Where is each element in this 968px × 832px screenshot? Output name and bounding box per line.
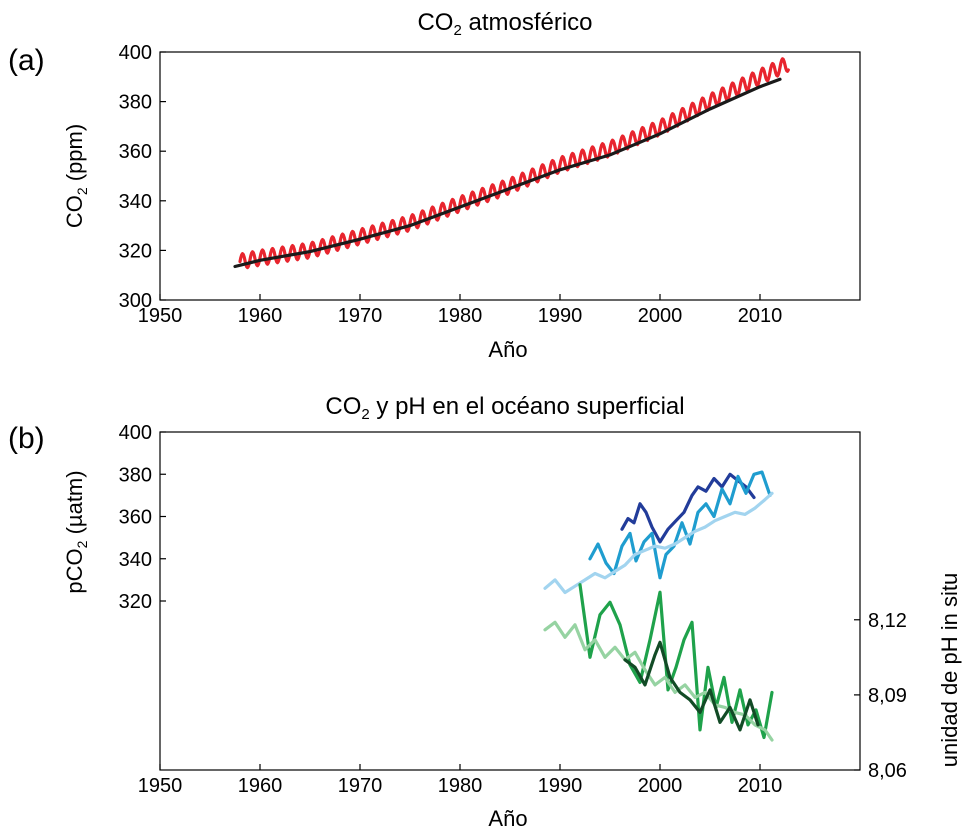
panel-b-x-axis-label: Año bbox=[488, 806, 527, 831]
y-tick-label: 320 bbox=[119, 591, 152, 613]
y-tick-label: 300 bbox=[119, 290, 152, 312]
panel-a-y-axis-label: CO2 (ppm) bbox=[62, 124, 90, 228]
panel-b-title: CO2 y pH en el océano superficial bbox=[325, 393, 684, 423]
x-tick-label: 1990 bbox=[538, 775, 583, 797]
series-line-3 bbox=[543, 491, 774, 595]
panel-b-right-y-axis-label: unidad de pH in situ bbox=[937, 573, 962, 767]
x-tick-label: 2010 bbox=[738, 775, 783, 797]
x-tick-label: 1970 bbox=[338, 775, 383, 797]
panel-b-x-ticks: 1950 1960 1970 1980 1990 2000 2010 bbox=[138, 764, 783, 797]
right-y-tick-label: 8,06 bbox=[868, 760, 907, 782]
panel-b-label: (b) bbox=[8, 422, 45, 455]
series-line-2 bbox=[588, 470, 772, 580]
right-y-tick-label: 8,12 bbox=[868, 610, 907, 632]
x-tick-label: 1960 bbox=[238, 305, 283, 327]
x-tick-label: 2000 bbox=[638, 305, 683, 327]
x-tick-label: 1990 bbox=[538, 305, 583, 327]
y-tick-label: 400 bbox=[119, 422, 152, 444]
panel-a-series bbox=[233, 57, 790, 270]
panel-a-x-axis-label: Año bbox=[488, 337, 527, 362]
panel-b-right-y-ticks: 8,06 8,09 8,12 bbox=[854, 610, 907, 782]
x-tick-label: 2010 bbox=[738, 305, 783, 327]
panel-a-y-ticks: 300 320 340 360 380 400 bbox=[119, 42, 166, 312]
x-tick-label: 1950 bbox=[138, 775, 183, 797]
x-tick-label: 1960 bbox=[238, 775, 283, 797]
y-tick-label: 380 bbox=[119, 464, 152, 486]
x-tick-label: 1970 bbox=[338, 305, 383, 327]
panel-a: CO2 atmosférico (a) 300 320 340 360 380 400 1… bbox=[8, 9, 861, 362]
series-line-6 bbox=[623, 640, 760, 732]
panel-b-y-ticks: 320 340 360 380 400 bbox=[119, 422, 166, 613]
series-line-4 bbox=[578, 583, 774, 740]
panel-b: CO2 y pH en el océano superficial (b) 32… bbox=[8, 393, 962, 831]
series-line-1 bbox=[238, 57, 790, 270]
y-tick-label: 360 bbox=[119, 507, 152, 529]
panel-a-plot-frame bbox=[159, 51, 861, 301]
y-tick-label: 320 bbox=[119, 240, 152, 262]
panel-b-series bbox=[543, 470, 774, 742]
x-tick-label: 1980 bbox=[438, 775, 483, 797]
y-tick-label: 340 bbox=[119, 191, 152, 213]
series-line-1 bbox=[620, 472, 756, 544]
series-line-2 bbox=[233, 77, 782, 269]
y-tick-label: 360 bbox=[119, 141, 152, 163]
x-tick-label: 1980 bbox=[438, 305, 483, 327]
y-tick-label: 380 bbox=[119, 92, 152, 114]
x-tick-label: 1950 bbox=[138, 305, 183, 327]
panel-b-y-axis-label: pCO2 (µatm) bbox=[62, 470, 90, 593]
y-tick-label: 400 bbox=[119, 42, 152, 64]
panel-a-title: CO2 atmosférico bbox=[417, 9, 592, 39]
x-tick-label: 2000 bbox=[638, 775, 683, 797]
panel-a-x-ticks: 1950 1960 1970 1980 1990 2000 2010 bbox=[138, 294, 783, 327]
right-y-tick-label: 8,09 bbox=[868, 685, 907, 707]
panel-a-label: (a) bbox=[8, 44, 45, 77]
y-tick-label: 340 bbox=[119, 549, 152, 571]
series-line-5 bbox=[543, 620, 774, 742]
